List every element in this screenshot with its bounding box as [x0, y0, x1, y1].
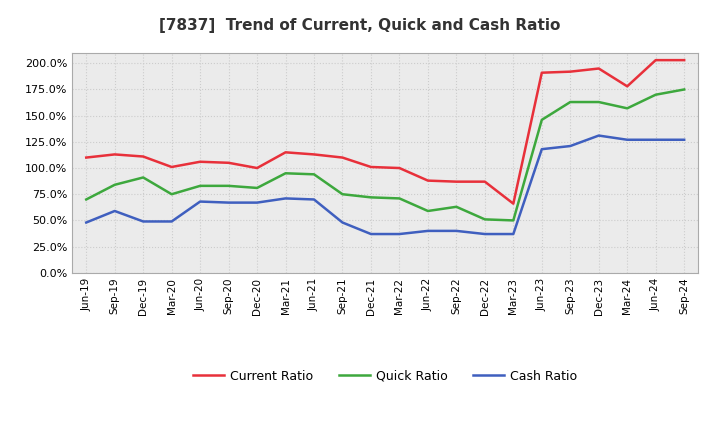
Quick Ratio	[452, 204, 461, 209]
Quick Ratio	[310, 172, 318, 177]
Cash Ratio	[253, 200, 261, 205]
Quick Ratio	[537, 117, 546, 122]
Current Ratio	[310, 152, 318, 157]
Current Ratio	[566, 69, 575, 74]
Quick Ratio	[566, 99, 575, 105]
Quick Ratio	[196, 183, 204, 188]
Cash Ratio	[595, 133, 603, 138]
Quick Ratio	[282, 171, 290, 176]
Current Ratio	[452, 179, 461, 184]
Quick Ratio	[423, 209, 432, 214]
Quick Ratio	[82, 197, 91, 202]
Current Ratio	[480, 179, 489, 184]
Current Ratio	[423, 178, 432, 183]
Current Ratio	[537, 70, 546, 75]
Cash Ratio	[395, 231, 404, 237]
Line: Current Ratio: Current Ratio	[86, 60, 684, 204]
Legend: Current Ratio, Quick Ratio, Cash Ratio: Current Ratio, Quick Ratio, Cash Ratio	[188, 365, 582, 388]
Current Ratio	[110, 152, 119, 157]
Current Ratio	[167, 165, 176, 170]
Quick Ratio	[366, 195, 375, 200]
Cash Ratio	[680, 137, 688, 143]
Cash Ratio	[623, 137, 631, 143]
Quick Ratio	[509, 218, 518, 223]
Cash Ratio	[139, 219, 148, 224]
Current Ratio	[509, 201, 518, 206]
Cash Ratio	[366, 231, 375, 237]
Cash Ratio	[652, 137, 660, 143]
Current Ratio	[366, 165, 375, 170]
Cash Ratio	[82, 220, 91, 225]
Current Ratio	[623, 84, 631, 89]
Quick Ratio	[139, 175, 148, 180]
Current Ratio	[395, 165, 404, 171]
Cash Ratio	[282, 196, 290, 201]
Quick Ratio	[623, 106, 631, 111]
Quick Ratio	[395, 196, 404, 201]
Current Ratio	[82, 155, 91, 160]
Quick Ratio	[225, 183, 233, 188]
Cash Ratio	[566, 143, 575, 149]
Current Ratio	[680, 58, 688, 63]
Current Ratio	[595, 66, 603, 71]
Quick Ratio	[110, 182, 119, 187]
Cash Ratio	[480, 231, 489, 237]
Cash Ratio	[452, 228, 461, 234]
Cash Ratio	[110, 209, 119, 214]
Current Ratio	[282, 150, 290, 155]
Cash Ratio	[537, 147, 546, 152]
Current Ratio	[196, 159, 204, 165]
Cash Ratio	[338, 220, 347, 225]
Cash Ratio	[167, 219, 176, 224]
Quick Ratio	[680, 87, 688, 92]
Cash Ratio	[196, 199, 204, 204]
Quick Ratio	[338, 191, 347, 197]
Current Ratio	[225, 160, 233, 165]
Current Ratio	[139, 154, 148, 159]
Current Ratio	[253, 165, 261, 171]
Cash Ratio	[423, 228, 432, 234]
Quick Ratio	[480, 217, 489, 222]
Cash Ratio	[509, 231, 518, 237]
Cash Ratio	[225, 200, 233, 205]
Quick Ratio	[167, 191, 176, 197]
Quick Ratio	[253, 185, 261, 191]
Current Ratio	[652, 58, 660, 63]
Cash Ratio	[310, 197, 318, 202]
Line: Quick Ratio: Quick Ratio	[86, 89, 684, 220]
Line: Cash Ratio: Cash Ratio	[86, 136, 684, 234]
Quick Ratio	[595, 99, 603, 105]
Current Ratio	[338, 155, 347, 160]
Text: [7837]  Trend of Current, Quick and Cash Ratio: [7837] Trend of Current, Quick and Cash …	[159, 18, 561, 33]
Quick Ratio	[652, 92, 660, 97]
